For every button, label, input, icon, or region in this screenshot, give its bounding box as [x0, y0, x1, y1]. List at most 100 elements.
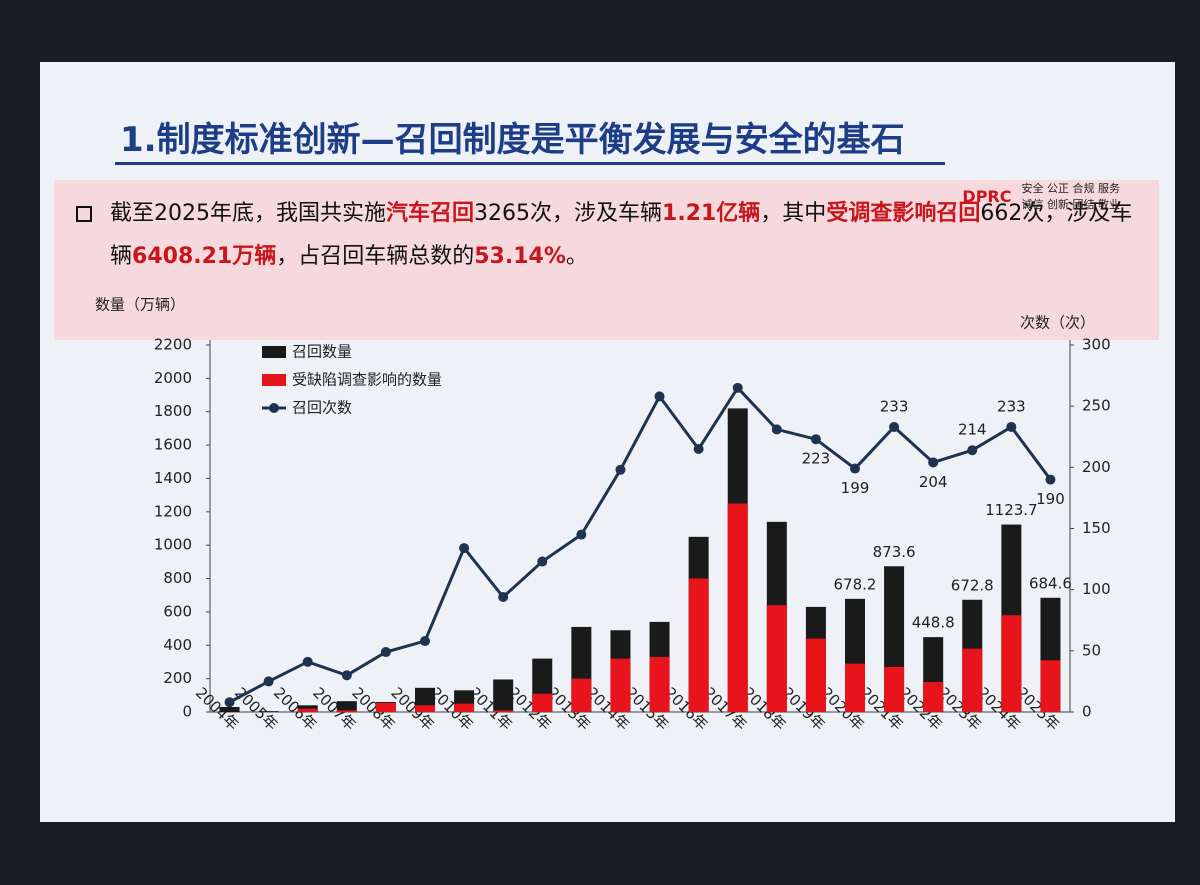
line-value-label: 199 [841, 479, 870, 497]
summary-segment: 662次，涉及车辆 [110, 201, 1133, 269]
line-point [850, 463, 860, 474]
line [228, 385, 1052, 704]
bar [884, 666, 905, 712]
line-point [263, 676, 274, 687]
y-tick-label: 1000 [154, 536, 192, 554]
motto: 诚信 创新 团结 敬业 [1021, 198, 1121, 211]
y-tick-label: 0 [182, 703, 192, 721]
bar [727, 503, 748, 712]
bar [845, 663, 865, 712]
y-tick-label: 1200 [154, 502, 192, 520]
y-tick-label: 2200 [154, 336, 192, 354]
line-point [810, 434, 821, 445]
summary-segment: 汽车召回 [386, 201, 475, 226]
line-point [459, 543, 470, 554]
line-point [224, 697, 235, 708]
bar-value-label: 448.8 [912, 614, 955, 632]
line-point [615, 464, 626, 475]
line-point [732, 382, 743, 393]
line-point [928, 457, 939, 468]
bar [336, 701, 357, 712]
legend-swatch [262, 346, 286, 358]
legend-swatch [262, 374, 286, 386]
bar [493, 710, 514, 712]
bar [766, 605, 787, 712]
y-tick-label: 800 [163, 569, 192, 587]
y2-tick-label: 250 [1082, 397, 1111, 415]
bar-value-label: 678.2 [834, 575, 877, 593]
bar [493, 679, 514, 712]
logo: DPRC 安全 公正 合规 服务 诚信 创新 团结 敬业 [962, 180, 1120, 212]
line-point [1045, 474, 1056, 485]
y-tick-label: 1600 [154, 436, 192, 454]
summary-segment: 6408.21万辆 [132, 244, 277, 269]
bar [1040, 660, 1061, 712]
summary-segment: 受调查影响召回 [826, 201, 981, 226]
bar-value-label: 873.6 [873, 543, 916, 561]
line-point [537, 556, 548, 567]
bar [375, 702, 396, 712]
mottos: 安全 公正 合规 服务 诚信 创新 团结 敬业 [1022, 180, 1121, 212]
bullet [76, 206, 92, 222]
motto: 安全 公正 合规 服务 [1021, 182, 1121, 195]
bar [649, 656, 670, 712]
bar [297, 708, 318, 712]
line-point [302, 656, 313, 667]
bar [610, 658, 631, 712]
bar [571, 678, 592, 712]
summary-segment: ，占召回车辆总数的 [276, 244, 475, 269]
title-rule [115, 162, 945, 165]
line-value-label: 190 [1036, 490, 1065, 508]
summary-segment: 。 [565, 244, 588, 269]
legend-label: 召回数量 [292, 343, 352, 361]
bar [805, 638, 826, 712]
bar [962, 648, 983, 712]
bar [532, 693, 553, 712]
line-point [654, 391, 665, 402]
bar [688, 578, 709, 712]
y-tick-label: 1400 [154, 469, 192, 487]
bar [336, 710, 357, 712]
bar [1001, 615, 1022, 712]
line-point [1006, 421, 1017, 432]
legend-swatch [269, 403, 279, 413]
summary-segment: 1.21亿辆 [662, 201, 761, 226]
line-point [693, 443, 704, 454]
y2-tick-label: 200 [1082, 458, 1111, 476]
line-value-label: 214 [958, 421, 987, 439]
bar-value-label: 672.8 [951, 576, 994, 594]
bar [415, 705, 435, 712]
line-value-label: 204 [919, 473, 948, 491]
line-point [380, 647, 391, 658]
y2-tick-label: 150 [1082, 519, 1111, 537]
y2-tick-label: 300 [1082, 336, 1111, 354]
y2-axis-title: 次数（次） [1020, 314, 1095, 332]
summary-text: 截至2025年底，我国共实施汽车召回3265次，涉及车辆1.21亿辆，其中受调查… [110, 201, 1132, 269]
line-point [889, 421, 900, 432]
bar [258, 711, 279, 712]
summary: 截至2025年底，我国共实施汽车召回3265次，涉及车辆1.21亿辆，其中受调查… [54, 180, 1159, 340]
y2-tick-label: 100 [1082, 580, 1111, 598]
line-point [341, 670, 352, 681]
summary-segment: 53.14% [474, 244, 566, 269]
bar [219, 706, 240, 712]
summary-segment: 截至2025年底，我国共实施 [110, 201, 386, 226]
bar-value-label: 684.6 [1029, 574, 1072, 592]
line-value-label: 233 [880, 397, 909, 415]
legend-label: 受缺陷调查影响的数量 [292, 371, 442, 389]
bar [923, 681, 944, 712]
line-point [420, 636, 430, 647]
summary-segment: ，其中 [760, 201, 827, 226]
y-tick-label: 200 [163, 669, 192, 687]
bar [454, 703, 475, 712]
line-value-label: 223 [802, 450, 831, 468]
y-tick-label: 400 [163, 636, 192, 654]
line-value-label: 233 [997, 397, 1026, 415]
line-point [771, 424, 782, 435]
slide-title: 1.制度标准创新—召回制度是平衡发展与安全的基石 [120, 120, 905, 160]
y2-tick-label: 0 [1082, 703, 1092, 721]
logo-text: DPRC [962, 186, 1012, 206]
line-point [498, 592, 509, 603]
